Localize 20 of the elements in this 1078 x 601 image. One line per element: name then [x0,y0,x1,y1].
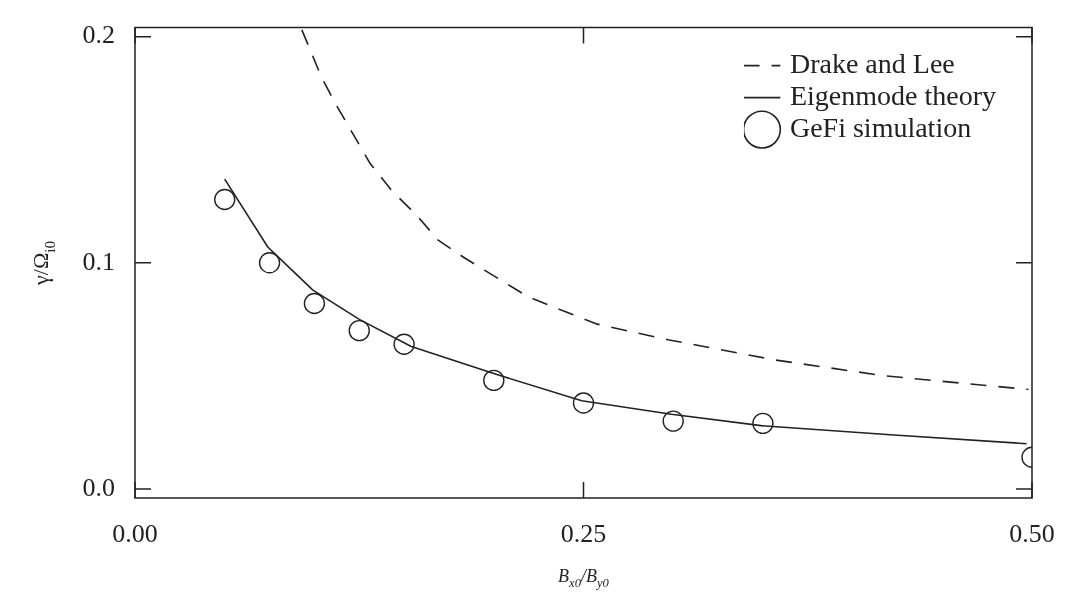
x-tick-label: 0.00 [112,519,158,549]
legend-label: Eigenmode theory [789,79,997,111]
line-series [301,29,1030,391]
y-axis-title: γ/Ωi0 [28,240,58,286]
x-tick-label: 0.25 [560,519,607,549]
y-tick-label: 0.2 [82,20,115,50]
point [752,412,774,435]
point [572,392,595,414]
point [483,369,505,392]
point [258,252,281,274]
y-tick-label: 0.0 [82,472,115,502]
point [214,188,236,211]
legend-label: GeFi simulation [789,111,972,143]
point [303,292,326,315]
point [348,319,370,342]
point [393,333,415,355]
legend-label: Drake and Lee [789,47,955,79]
x-tick-label: 0.50 [1009,519,1055,549]
y-tick-label: 0.1 [82,246,115,276]
point [662,410,684,432]
